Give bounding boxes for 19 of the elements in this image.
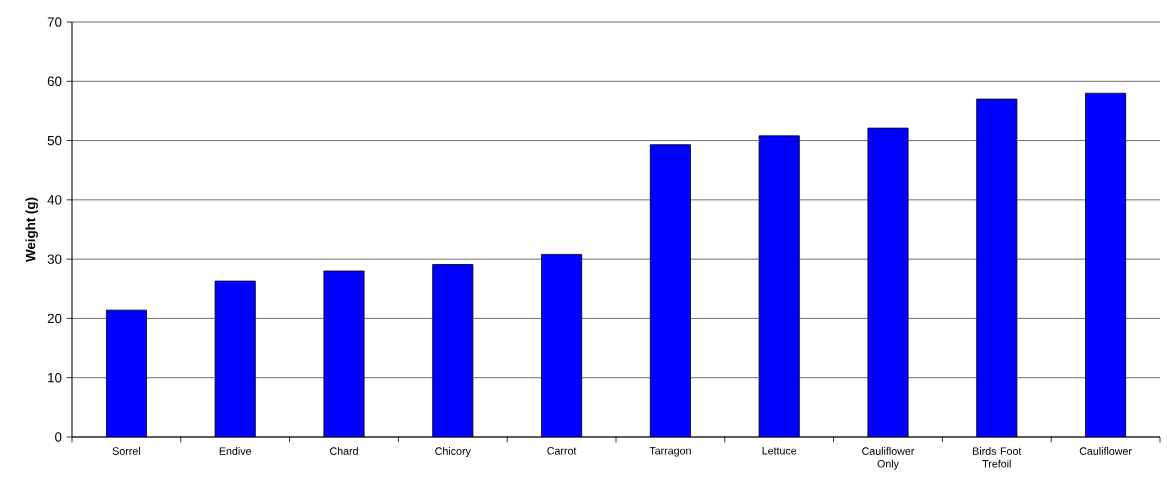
y-tick-label: 10 (48, 373, 62, 383)
x-tick-label: Birds Foot Trefoil (973, 447, 1022, 468)
y-tick-label: 70 (47, 17, 62, 27)
x-tick-label: Chicory (435, 447, 471, 457)
y-tick-label: 20 (47, 313, 62, 324)
y-tick-label: 50 (47, 135, 62, 146)
y-axis-title: Weight (g) (25, 197, 38, 262)
x-tick-label: Cauliflower Only (862, 447, 915, 470)
x-tick-label: Chard (330, 447, 358, 455)
x-tick-label: Tarragon (649, 447, 691, 457)
x-tick-label: Carrot (547, 447, 577, 455)
y-tick-label: 30 (47, 254, 62, 264)
x-tick-label: Sorrel (112, 447, 140, 455)
y-tick-label: 40 (47, 195, 62, 205)
x-tick-label: Lettuce (762, 447, 797, 455)
x-tick-label: Endive (219, 447, 252, 455)
y-tick-label: 60 (47, 76, 62, 86)
y-tick-label: 0 (55, 432, 62, 442)
x-tick-label: Cauliflower (1079, 447, 1132, 455)
